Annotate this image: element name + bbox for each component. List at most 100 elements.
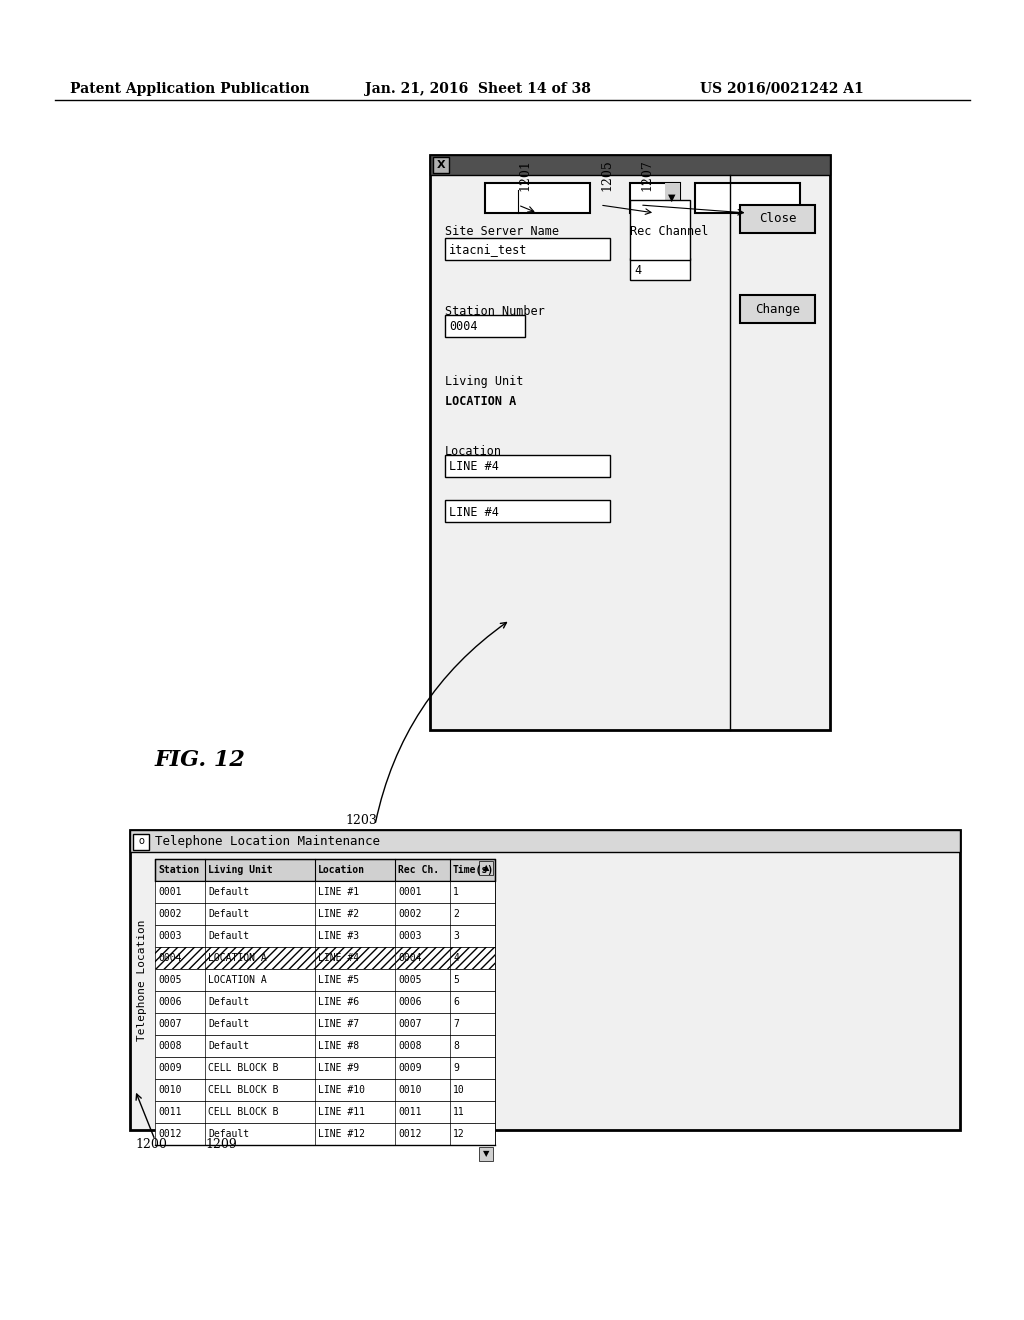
Text: LINE #1: LINE #1 [318, 887, 359, 898]
Text: LINE #3: LINE #3 [318, 931, 359, 941]
Text: LINE #9: LINE #9 [318, 1063, 359, 1073]
Text: X: X [436, 160, 445, 170]
Text: itacni_test: itacni_test [449, 243, 527, 256]
Bar [130, 830, 961, 1130]
Text: 12: 12 [453, 1129, 465, 1139]
Text: Default: Default [208, 1129, 249, 1139]
Text: 0012: 0012 [158, 1129, 181, 1139]
Text: 0003: 0003 [398, 931, 422, 941]
Text: 6: 6 [453, 997, 459, 1007]
Text: 1: 1 [453, 887, 459, 898]
Bar [630, 257, 690, 280]
Text: Change: Change [755, 302, 800, 315]
Text: LINE #8: LINE #8 [318, 1041, 359, 1051]
Bar [155, 1035, 495, 1057]
Text: LOCATION A: LOCATION A [208, 975, 266, 985]
Text: Time(s): Time(s) [453, 865, 495, 875]
Bar [130, 830, 961, 851]
Text: 0003: 0003 [158, 931, 181, 941]
Text: Default: Default [208, 931, 249, 941]
Text: LOCATION A: LOCATION A [445, 395, 516, 408]
Text: 0011: 0011 [158, 1107, 181, 1117]
Bar [430, 154, 830, 730]
Text: 2: 2 [453, 909, 459, 919]
Text: 1209: 1209 [205, 1138, 237, 1151]
Text: 1201: 1201 [518, 160, 531, 191]
Text: 1207: 1207 [640, 160, 653, 191]
Text: Jan. 21, 2016  Sheet 14 of 38: Jan. 21, 2016 Sheet 14 of 38 [365, 82, 591, 96]
Text: 0007: 0007 [158, 1019, 181, 1030]
Text: Default: Default [208, 909, 249, 919]
Text: 0001: 0001 [158, 887, 181, 898]
Bar [485, 183, 590, 213]
Text: Living Unit: Living Unit [445, 375, 523, 388]
Bar [430, 154, 830, 176]
Text: 4: 4 [453, 953, 459, 964]
Bar [695, 183, 800, 213]
Text: 0002: 0002 [158, 909, 181, 919]
Bar [133, 834, 150, 850]
Bar [155, 946, 495, 969]
Text: US 2016/0021242 A1: US 2016/0021242 A1 [700, 82, 864, 96]
Text: Default: Default [208, 1019, 249, 1030]
Text: 0004: 0004 [449, 321, 477, 334]
Bar [740, 294, 815, 323]
Bar [740, 205, 815, 234]
Text: 9: 9 [453, 1063, 459, 1073]
Text: LINE #11: LINE #11 [318, 1107, 365, 1117]
Text: Location: Location [318, 865, 365, 875]
Text: Default: Default [208, 997, 249, 1007]
Text: Station: Station [158, 865, 199, 875]
Text: 0008: 0008 [158, 1041, 181, 1051]
Text: CELL BLOCK B: CELL BLOCK B [208, 1107, 279, 1117]
Text: Location: Location [445, 445, 502, 458]
Bar [155, 880, 495, 903]
Text: Rec Channel: Rec Channel [630, 224, 709, 238]
Text: 0010: 0010 [398, 1085, 422, 1096]
Text: 0002: 0002 [398, 909, 422, 919]
Bar [155, 859, 495, 880]
Bar [445, 315, 525, 337]
Text: LINE #4: LINE #4 [449, 461, 499, 474]
Bar [630, 183, 680, 213]
Text: Telephone Location: Telephone Location [137, 919, 147, 1040]
Bar [155, 1078, 495, 1101]
Bar [155, 1057, 495, 1078]
Text: LINE #5: LINE #5 [318, 975, 359, 985]
Text: FIG. 12: FIG. 12 [155, 748, 246, 771]
Bar [155, 991, 495, 1012]
Text: LINE #7: LINE #7 [318, 1019, 359, 1030]
Text: Site Server Name: Site Server Name [445, 224, 559, 238]
Bar [155, 925, 495, 946]
Text: 10: 10 [453, 1085, 465, 1096]
Text: LINE #10: LINE #10 [318, 1085, 365, 1096]
Text: LINE #4: LINE #4 [449, 506, 499, 519]
Text: 1200: 1200 [135, 1138, 167, 1151]
Bar [155, 969, 495, 991]
Text: Living Unit: Living Unit [208, 865, 272, 875]
Text: Station Number: Station Number [445, 305, 545, 318]
Text: ▼: ▼ [482, 1150, 489, 1159]
Text: 8: 8 [453, 1041, 459, 1051]
Text: 11: 11 [453, 1107, 465, 1117]
Text: Close: Close [759, 213, 797, 226]
Text: 5: 5 [453, 975, 459, 985]
Text: LINE #4: LINE #4 [318, 953, 359, 964]
Text: 0005: 0005 [158, 975, 181, 985]
Text: 0005: 0005 [398, 975, 422, 985]
Text: CELL BLOCK B: CELL BLOCK B [208, 1063, 279, 1073]
Text: 0008: 0008 [398, 1041, 422, 1051]
Text: 0001: 0001 [398, 887, 422, 898]
Text: o: o [138, 836, 144, 846]
Text: 4: 4 [634, 264, 641, 276]
Bar [155, 903, 495, 925]
Text: LOCATION A: LOCATION A [208, 953, 266, 964]
Text: 1205: 1205 [600, 160, 613, 191]
Text: 0007: 0007 [398, 1019, 422, 1030]
Bar [155, 1012, 495, 1035]
Bar [155, 946, 495, 969]
Bar [479, 1147, 493, 1162]
Text: 7: 7 [453, 1019, 459, 1030]
Text: 0006: 0006 [158, 997, 181, 1007]
Text: 0006: 0006 [398, 997, 422, 1007]
